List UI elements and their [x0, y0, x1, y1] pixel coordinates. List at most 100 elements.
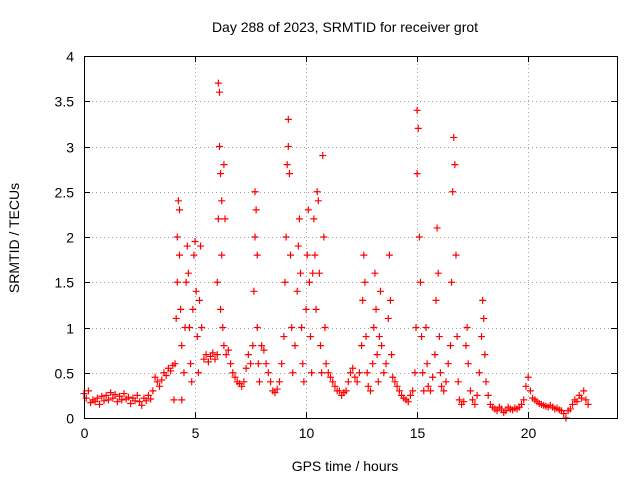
data-point [214, 79, 222, 87]
data-point [183, 242, 191, 250]
data-point [195, 296, 203, 304]
data-point [219, 324, 227, 331]
data-point [297, 269, 305, 277]
data-point [288, 324, 296, 331]
data-point [175, 251, 183, 259]
y-tick-label: 0.5 [55, 366, 75, 382]
data-point [304, 206, 312, 214]
data-point [376, 287, 384, 295]
data-point [463, 324, 471, 331]
data-point [342, 387, 350, 395]
data-point [451, 161, 459, 169]
data-point [448, 278, 456, 286]
data-point [197, 242, 205, 250]
data-point [464, 360, 472, 368]
data-point [393, 382, 401, 390]
data-point [240, 378, 248, 386]
data-point [218, 251, 226, 259]
data-point [374, 378, 382, 386]
data-point [252, 206, 260, 214]
data-point [434, 269, 442, 277]
data-point [91, 398, 99, 406]
data-point [471, 400, 479, 408]
data-point [314, 197, 322, 205]
data-point [291, 342, 299, 350]
data-point [359, 296, 367, 304]
data-point [298, 324, 306, 331]
data-point [344, 378, 352, 386]
y-tick-label: 4 [66, 49, 74, 65]
data-point [426, 387, 434, 395]
data-point [264, 369, 272, 377]
data-point [420, 387, 428, 395]
data-point [462, 342, 470, 350]
data-point [93, 394, 101, 402]
data-point [378, 342, 386, 350]
data-point [580, 387, 588, 395]
data-point [363, 369, 371, 377]
y-tick-label: 1 [66, 321, 74, 337]
data-point [450, 133, 458, 141]
data-point [423, 360, 431, 368]
data-point [220, 342, 228, 350]
data-point [188, 378, 196, 386]
data-point [414, 124, 422, 132]
data-point [351, 373, 359, 381]
data-point [466, 387, 474, 395]
data-point [251, 188, 259, 196]
data-point [178, 342, 186, 350]
data-point [283, 161, 291, 169]
y-tick-label: 3 [66, 140, 74, 156]
data-point [220, 161, 228, 169]
data-point [289, 369, 297, 377]
data-point [313, 188, 321, 196]
y-tick-label: 2 [66, 230, 74, 246]
data-point [253, 251, 261, 259]
data-point [493, 407, 501, 415]
data-point [190, 251, 198, 259]
data-point [102, 391, 110, 399]
data-point [315, 269, 323, 277]
data-point [84, 387, 92, 395]
data-point [303, 251, 311, 259]
data-point [118, 396, 126, 404]
data-point [174, 197, 182, 205]
data-point [173, 278, 181, 286]
data-point [189, 305, 197, 313]
data-point [440, 387, 448, 395]
data-point [293, 287, 301, 295]
data-point [454, 378, 462, 386]
data-point [167, 367, 175, 375]
data-point [218, 197, 226, 205]
data-point [436, 369, 444, 377]
data-point [582, 396, 590, 404]
data-point [312, 305, 320, 313]
y-axis-label: SRMTID / TECUs [6, 183, 22, 293]
data-point [262, 360, 270, 368]
data-point [327, 373, 335, 381]
data-point [449, 188, 457, 196]
data-point [479, 296, 487, 304]
data-point [373, 351, 381, 359]
data-point [413, 170, 421, 178]
data-point [194, 369, 202, 377]
data-point [209, 349, 217, 357]
data-point [221, 215, 229, 223]
data-point [200, 355, 208, 363]
data-point [116, 392, 124, 400]
data-point [331, 382, 339, 390]
points-layer [80, 79, 592, 422]
data-point [107, 389, 115, 397]
data-point [111, 390, 119, 398]
data-point [147, 395, 155, 403]
data-point [319, 152, 327, 160]
data-point [566, 405, 574, 413]
data-point [320, 233, 328, 241]
data-point [255, 378, 263, 386]
x-tick-label: 10 [299, 425, 315, 441]
data-point [415, 233, 423, 241]
y-tick-label: 0 [66, 411, 74, 427]
data-point [522, 382, 530, 390]
data-point [193, 333, 201, 341]
data-point [335, 387, 343, 395]
